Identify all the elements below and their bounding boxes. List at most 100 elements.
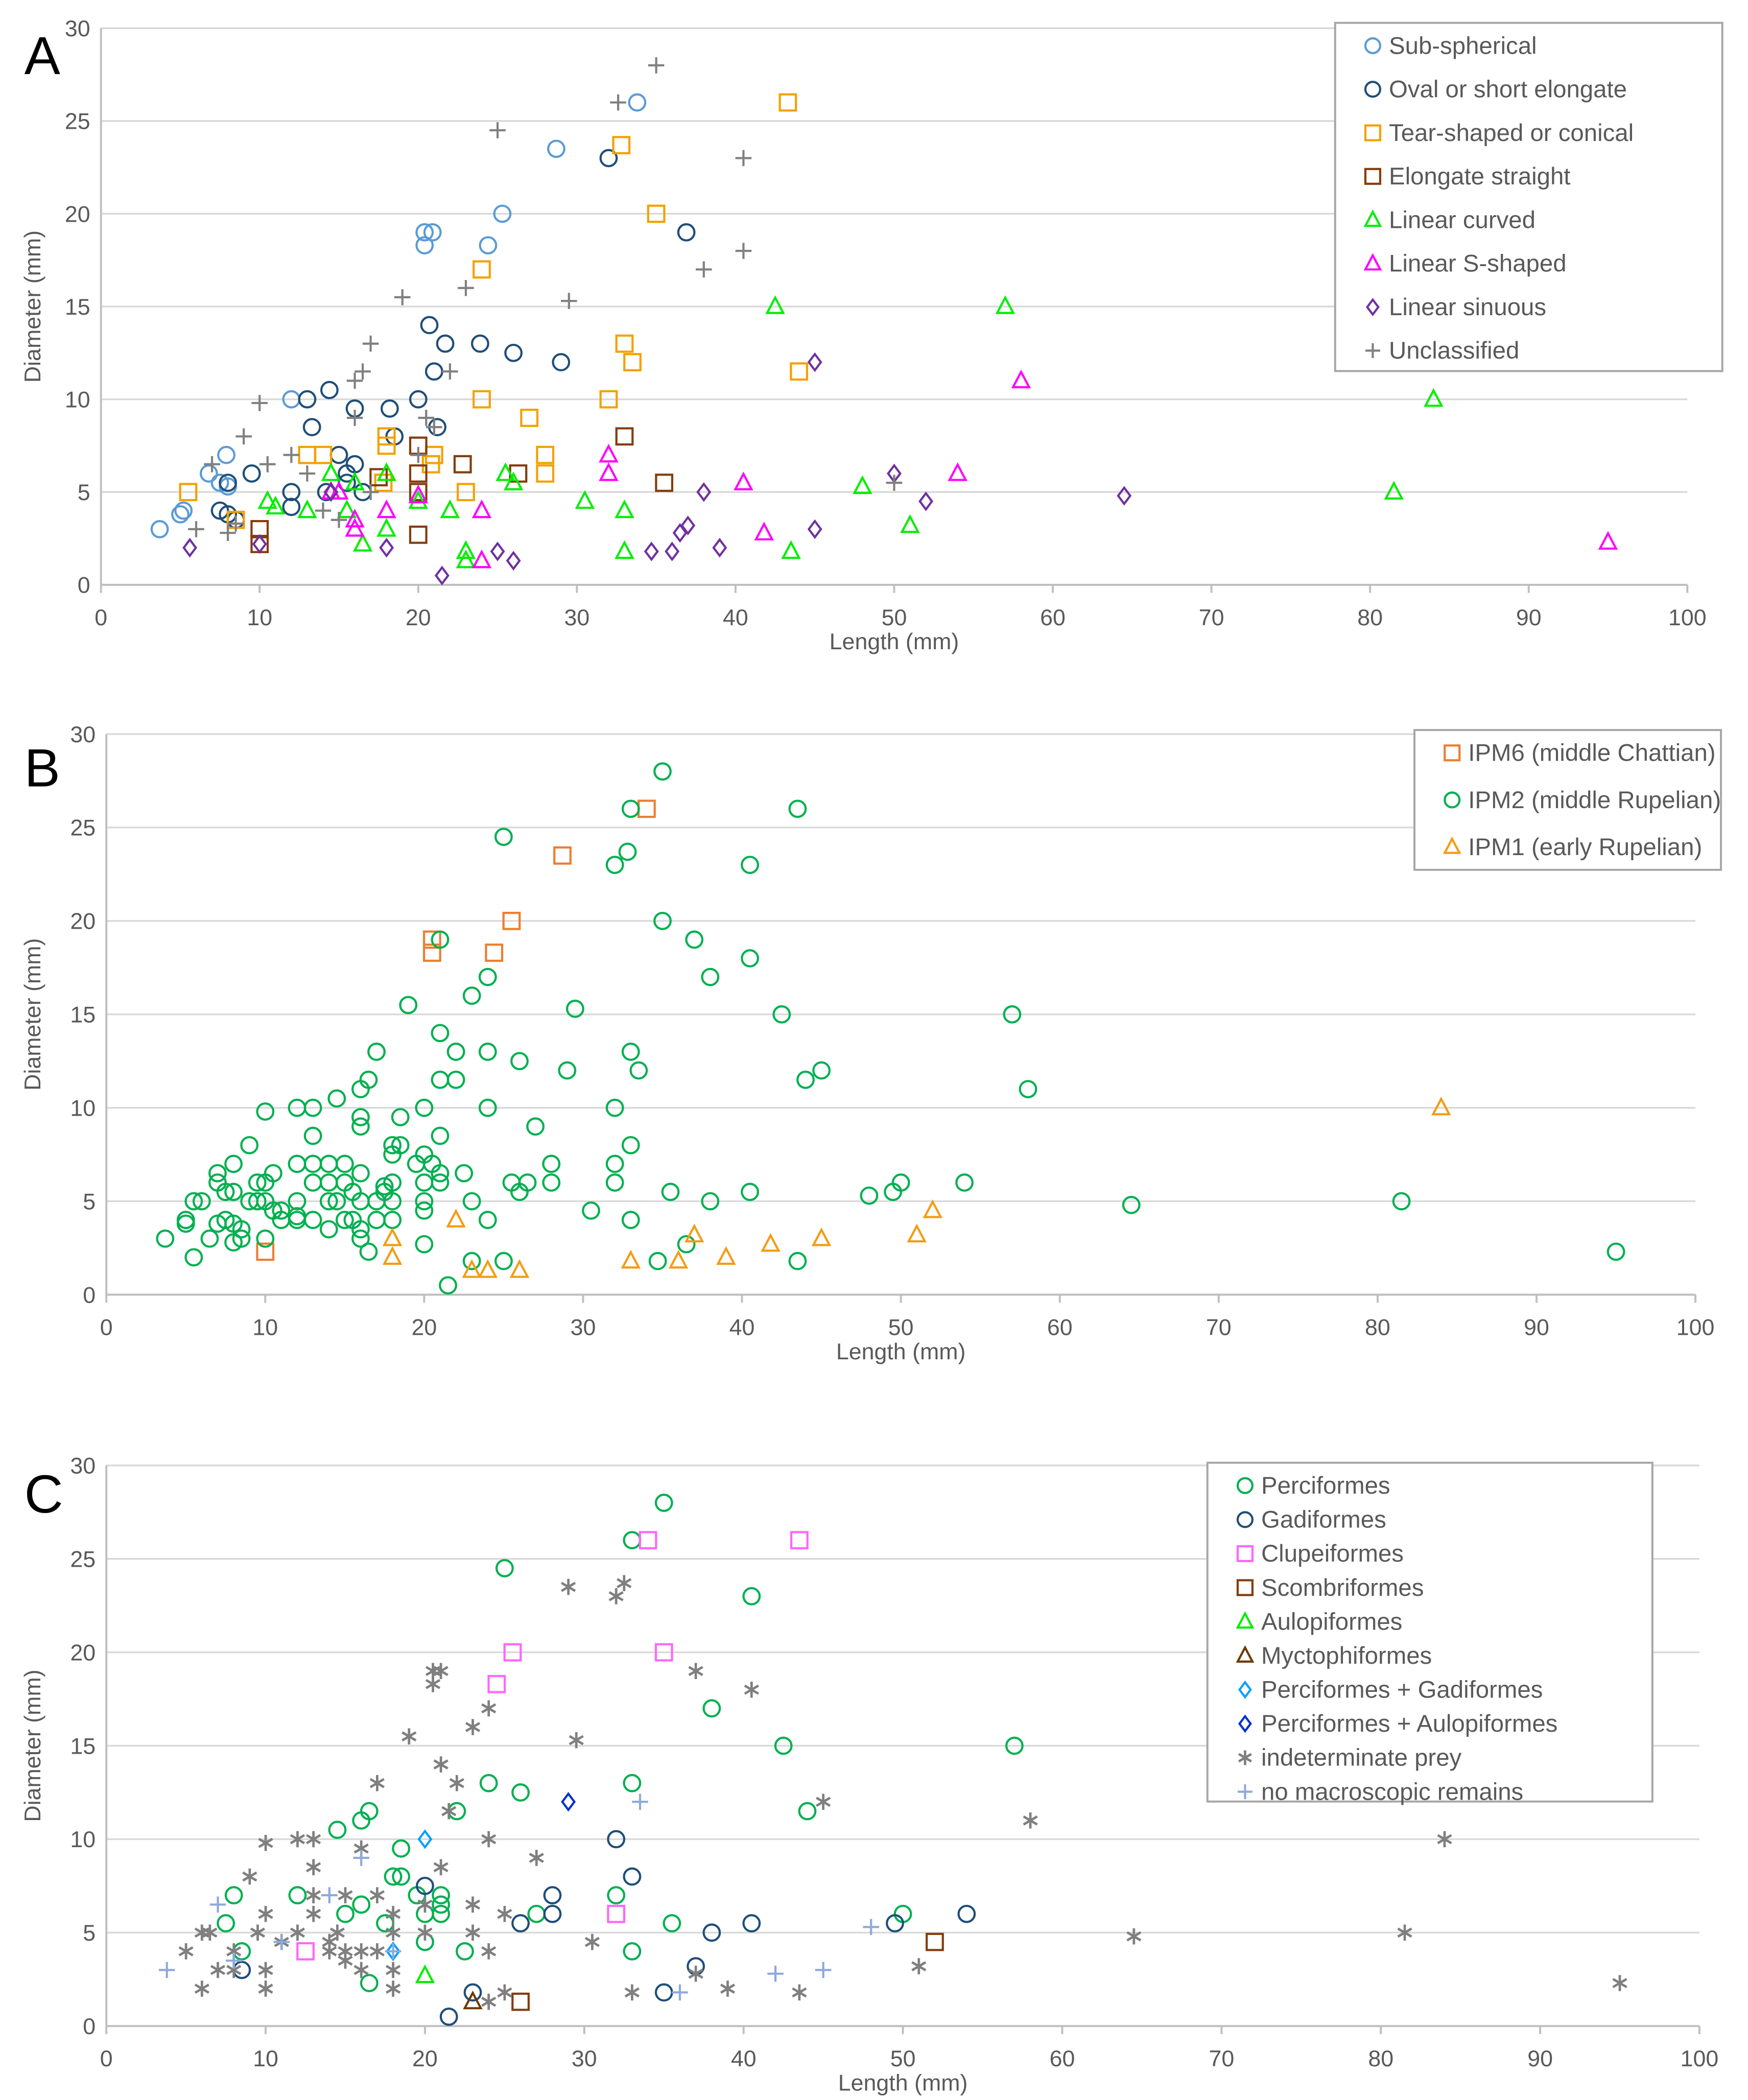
data-point (543, 1886, 562, 1905)
data-point (423, 943, 441, 962)
data-point (481, 1831, 497, 1848)
data-point (599, 462, 619, 481)
data-point (957, 1904, 976, 1923)
x-tick-label: 80 (1365, 1314, 1390, 1340)
data-point (439, 1276, 457, 1295)
data-point (235, 428, 252, 445)
series-sub-spherical (150, 93, 647, 538)
data-point (283, 446, 300, 463)
legend-label: Gadiformes (1261, 1506, 1386, 1533)
data-point (720, 1980, 736, 1997)
data-point (225, 1952, 242, 1969)
data-point (297, 499, 317, 518)
data-point (433, 1756, 448, 1773)
data-point (617, 1575, 632, 1592)
data-point (918, 491, 934, 511)
data-point (417, 1896, 433, 1913)
data-point (409, 525, 428, 544)
data-point (653, 762, 672, 781)
x-tick-label: 30 (564, 605, 589, 630)
data-point (208, 1164, 227, 1183)
data-point (431, 1164, 450, 1183)
legend-label: IPM6 (middle Chattian) (1468, 740, 1715, 767)
y-tick-label: 25 (65, 109, 90, 134)
data-point (351, 1108, 370, 1126)
data-point (329, 445, 348, 464)
data-point (256, 1229, 275, 1248)
data-point (511, 1783, 530, 1802)
data-point (176, 1214, 195, 1233)
data-point (355, 363, 371, 380)
series-elongate-straight (250, 427, 674, 553)
legend-marker-square-icon (1364, 124, 1382, 141)
data-point (179, 483, 198, 502)
data-point (886, 475, 903, 491)
data-point (1005, 1736, 1024, 1755)
y-tick-label: 15 (70, 1002, 96, 1028)
data-point (860, 1186, 879, 1205)
data-point (543, 1904, 562, 1923)
data-point (346, 410, 363, 426)
data-point (298, 390, 317, 409)
data-point (742, 1587, 761, 1606)
data-point (790, 1531, 809, 1549)
data-point (494, 1252, 513, 1270)
data-point (353, 1943, 369, 1960)
data-point (536, 445, 555, 464)
series-aulopiformes (415, 1964, 435, 1984)
data-point (184, 1192, 203, 1211)
data-point (684, 1223, 704, 1243)
data-point (1023, 1812, 1038, 1829)
x-tick-label: 50 (890, 2046, 916, 2071)
data-point (1011, 369, 1031, 389)
data-point (741, 856, 760, 874)
data-point (391, 1136, 410, 1154)
x-tick-label: 90 (1527, 2046, 1553, 2071)
data-point (478, 1211, 497, 1230)
data-point (446, 1209, 466, 1228)
data-point (178, 1943, 194, 1960)
data-point (744, 1681, 759, 1698)
series-ipm6-middle-chattian- (256, 799, 656, 1261)
legend-label: Elongate straight (1389, 163, 1570, 190)
data-point (383, 1192, 402, 1211)
x-tick-label: 40 (731, 2046, 757, 2071)
x-tick-label: 70 (1206, 1314, 1232, 1340)
data-point (409, 464, 428, 483)
data-point (792, 1984, 807, 2001)
data-point (399, 996, 418, 1014)
data-point (306, 1831, 321, 1848)
data-point (765, 295, 785, 314)
data-point (688, 1966, 703, 1982)
panel-letter: A (25, 26, 60, 86)
data-point (323, 482, 339, 502)
data-point (761, 1233, 781, 1252)
data-point (680, 515, 696, 535)
data-point (615, 334, 634, 353)
legend-label: Perciformes (1261, 1472, 1390, 1499)
data-point (353, 1962, 369, 1978)
data-point (423, 930, 441, 949)
data-point (219, 474, 238, 492)
data-point (628, 93, 647, 112)
data-point (374, 474, 393, 492)
data-point (401, 1728, 417, 1744)
data-point (510, 1052, 529, 1071)
data-point (150, 520, 169, 538)
data-point (439, 2008, 458, 2026)
series-linear-s-shaped (321, 369, 1618, 569)
data-point (623, 1774, 642, 1792)
y-tick-label: 25 (70, 815, 96, 841)
data-point (392, 1839, 411, 1858)
data-point (362, 484, 379, 501)
data-point (1126, 1928, 1142, 1945)
data-point (623, 1942, 642, 1961)
x-tick-label: 40 (723, 605, 748, 630)
data-point (615, 427, 634, 446)
data-point (352, 533, 373, 552)
data-point (655, 474, 674, 492)
data-point (487, 1674, 506, 1693)
data-point (907, 1223, 927, 1243)
data-point (303, 1211, 322, 1230)
data-point (199, 464, 218, 483)
